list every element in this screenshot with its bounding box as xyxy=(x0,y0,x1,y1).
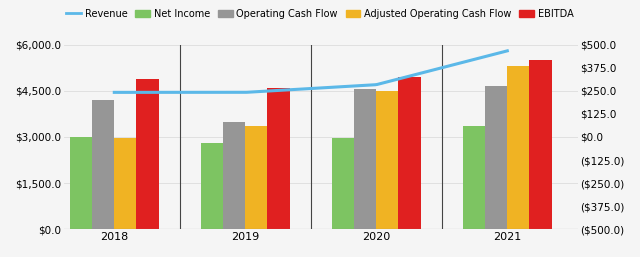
Bar xyxy=(268,88,290,229)
Bar xyxy=(201,143,223,229)
Bar xyxy=(136,79,159,229)
Bar xyxy=(223,122,245,229)
Legend: Revenue, Net Income, Operating Cash Flow, Adjusted Operating Cash Flow, EBITDA: Revenue, Net Income, Operating Cash Flow… xyxy=(63,5,577,23)
Bar xyxy=(529,60,552,229)
Bar xyxy=(485,86,508,229)
Bar xyxy=(332,137,354,229)
Bar xyxy=(92,100,115,229)
Bar xyxy=(115,137,136,229)
Bar xyxy=(399,77,420,229)
Bar xyxy=(70,137,92,229)
Bar xyxy=(376,91,399,229)
Bar xyxy=(463,126,485,229)
Bar xyxy=(354,89,376,229)
Bar xyxy=(245,126,268,229)
Bar xyxy=(508,66,529,229)
